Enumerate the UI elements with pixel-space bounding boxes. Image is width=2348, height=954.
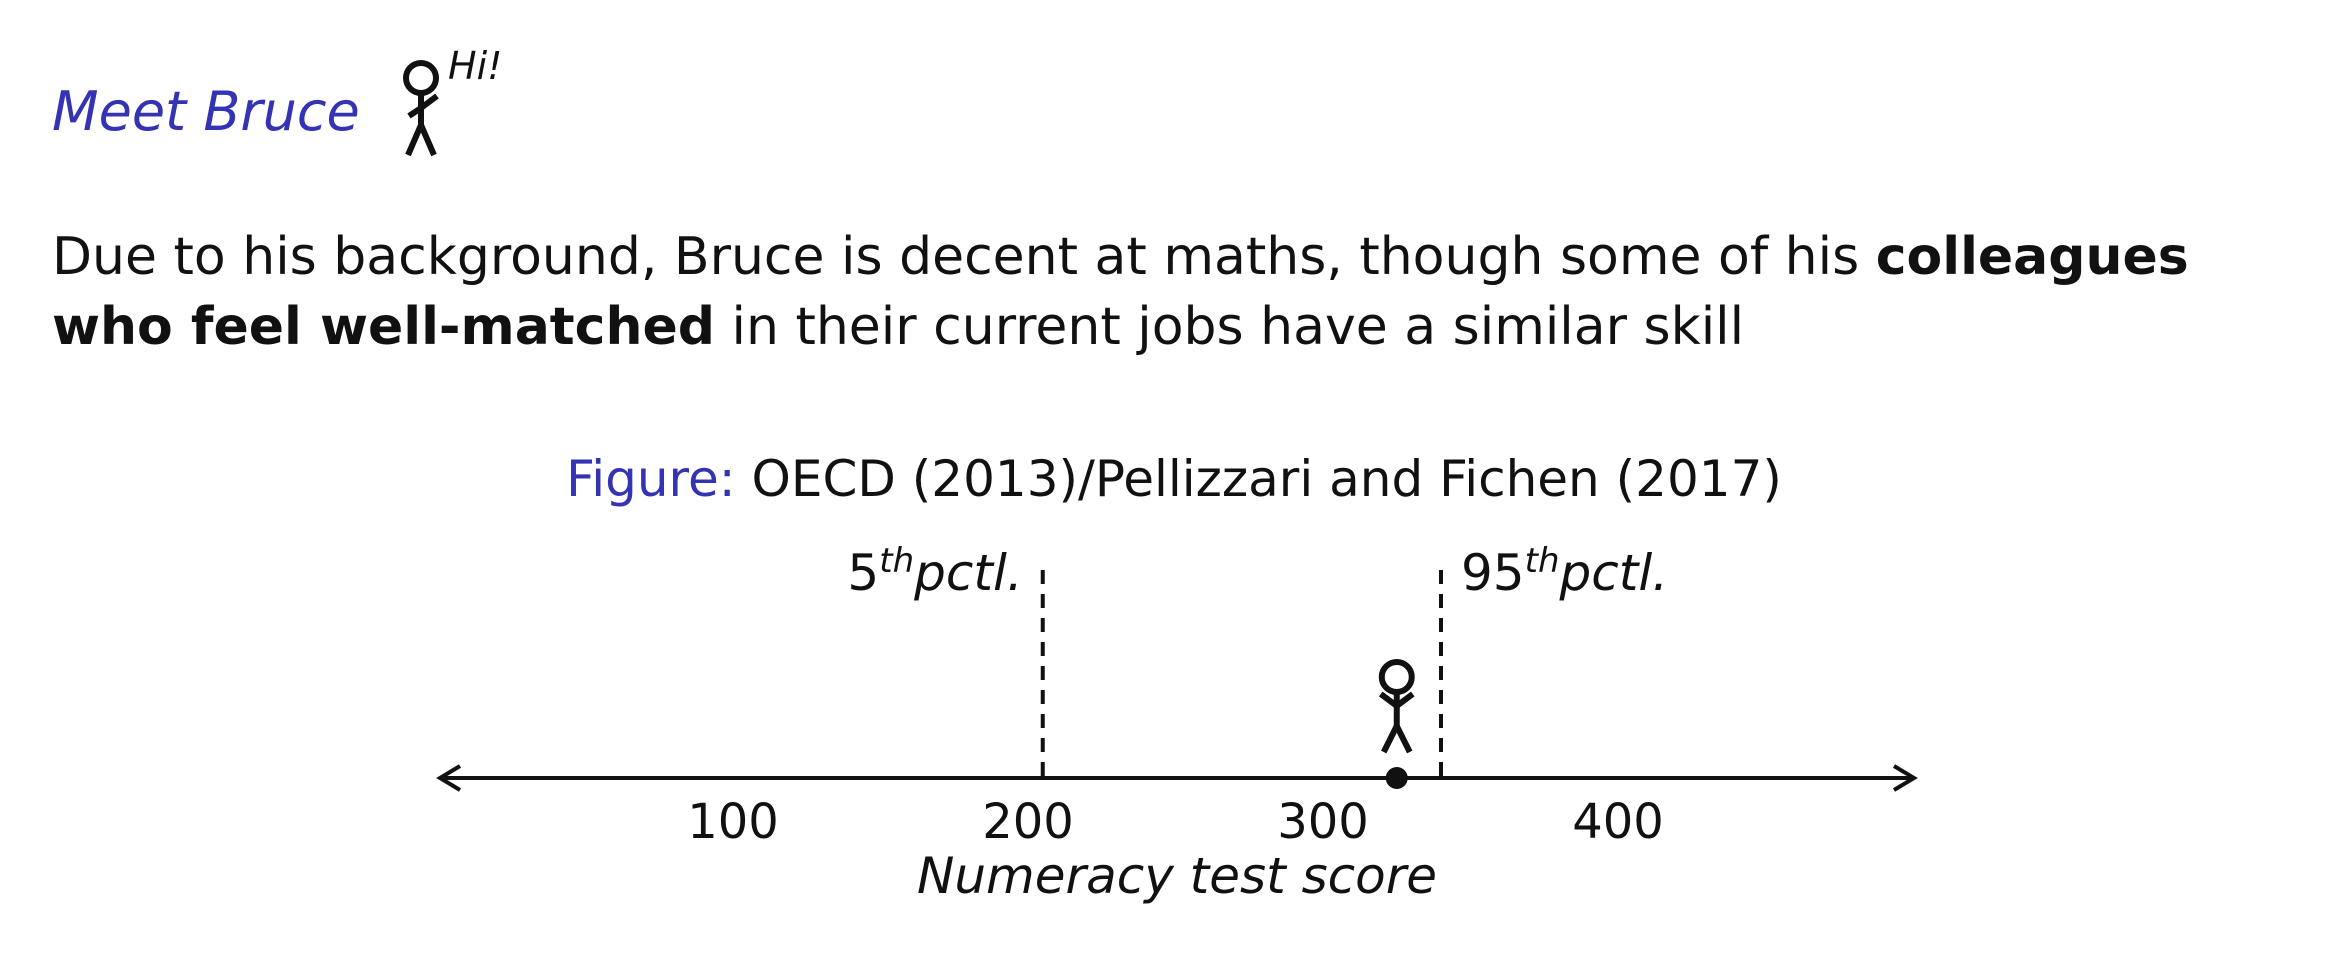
bruce-stick-figure-icon [1378,659,1415,754]
tick-label: 200 [982,794,1074,850]
x-axis-label: Numeracy test score [917,847,1437,905]
caption-lead: Figure: [566,450,736,508]
bruce-stick-figure-icon [403,60,439,157]
caption-text: OECD (2013)/Pellizzari and Fichen (2017) [735,450,1782,508]
tick-label: 100 [687,794,779,850]
figure-caption: Figure: OECD (2013)/Pellizzari and Fiche… [0,450,2348,508]
right-arrow-icon [1892,764,1918,792]
tick-label: 300 [1277,794,1369,850]
greeting-text: Hi! [448,44,503,88]
page-title: Meet Bruce [52,80,360,143]
percentile-label: 5thpctl. [847,541,1022,602]
intro-paragraph: Due to his background, Bruce is decent a… [52,222,2302,362]
left-arrow-icon [436,764,462,792]
paragraph-bold-text: colleagues who feel well-matched [52,227,2189,357]
paragraph-text: Due to his background, Bruce is decent a… [52,227,1876,287]
percentile-label: 95thpctl. [1461,541,1668,602]
paragraph-text: in their current jobs have a similar ski… [714,297,1745,357]
tick-label: 400 [1572,794,1664,850]
bruce-score-dot [1385,767,1408,789]
